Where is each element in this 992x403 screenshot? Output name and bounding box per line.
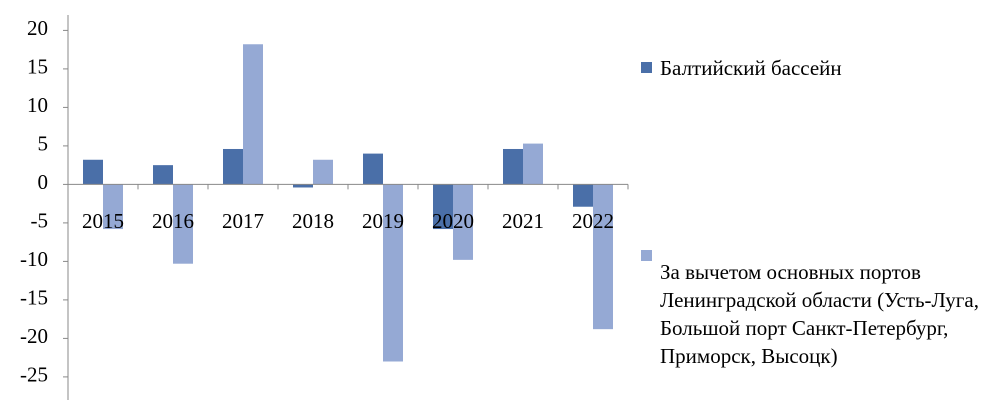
bar <box>363 153 383 185</box>
x-tick-label: 2021 <box>502 209 544 233</box>
bar <box>523 143 543 185</box>
bar <box>433 184 453 230</box>
legend-label: За вычетом основных портов Ленинградской… <box>660 260 979 368</box>
y-tick-label: -15 <box>20 286 48 310</box>
x-tick-label: 2016 <box>152 209 194 233</box>
legend-swatch <box>641 62 652 73</box>
bar <box>453 184 473 260</box>
bar <box>313 159 333 185</box>
bar <box>383 184 403 362</box>
y-tick-label: 5 <box>38 132 49 156</box>
y-tick-label: 15 <box>27 55 48 79</box>
bar <box>153 165 173 185</box>
y-tick-label: -10 <box>20 247 48 271</box>
y-tick-label: -20 <box>20 324 48 348</box>
y-tick-label: 20 <box>27 16 48 40</box>
bar <box>503 148 523 185</box>
bar <box>83 159 103 185</box>
x-tick-label: 2019 <box>362 209 404 233</box>
bar <box>593 184 613 330</box>
x-tick-label: 2020 <box>432 209 474 233</box>
bar <box>293 184 313 188</box>
bar <box>173 184 193 264</box>
legend-swatch <box>641 250 652 261</box>
y-tick-label: 0 <box>38 170 49 194</box>
bar <box>243 44 263 185</box>
x-tick-label: 2022 <box>572 209 614 233</box>
bar <box>103 184 123 230</box>
y-tick-label: -5 <box>31 209 49 233</box>
y-tick-label: 10 <box>27 93 48 117</box>
x-tick-label: 2017 <box>222 209 264 233</box>
bar <box>573 184 593 207</box>
legend-label: Балтийский бассейн <box>660 56 842 80</box>
x-tick-label: 2015 <box>82 209 124 233</box>
bar <box>223 148 243 185</box>
x-tick-label: 2018 <box>292 209 334 233</box>
y-tick-label: -25 <box>20 363 48 387</box>
